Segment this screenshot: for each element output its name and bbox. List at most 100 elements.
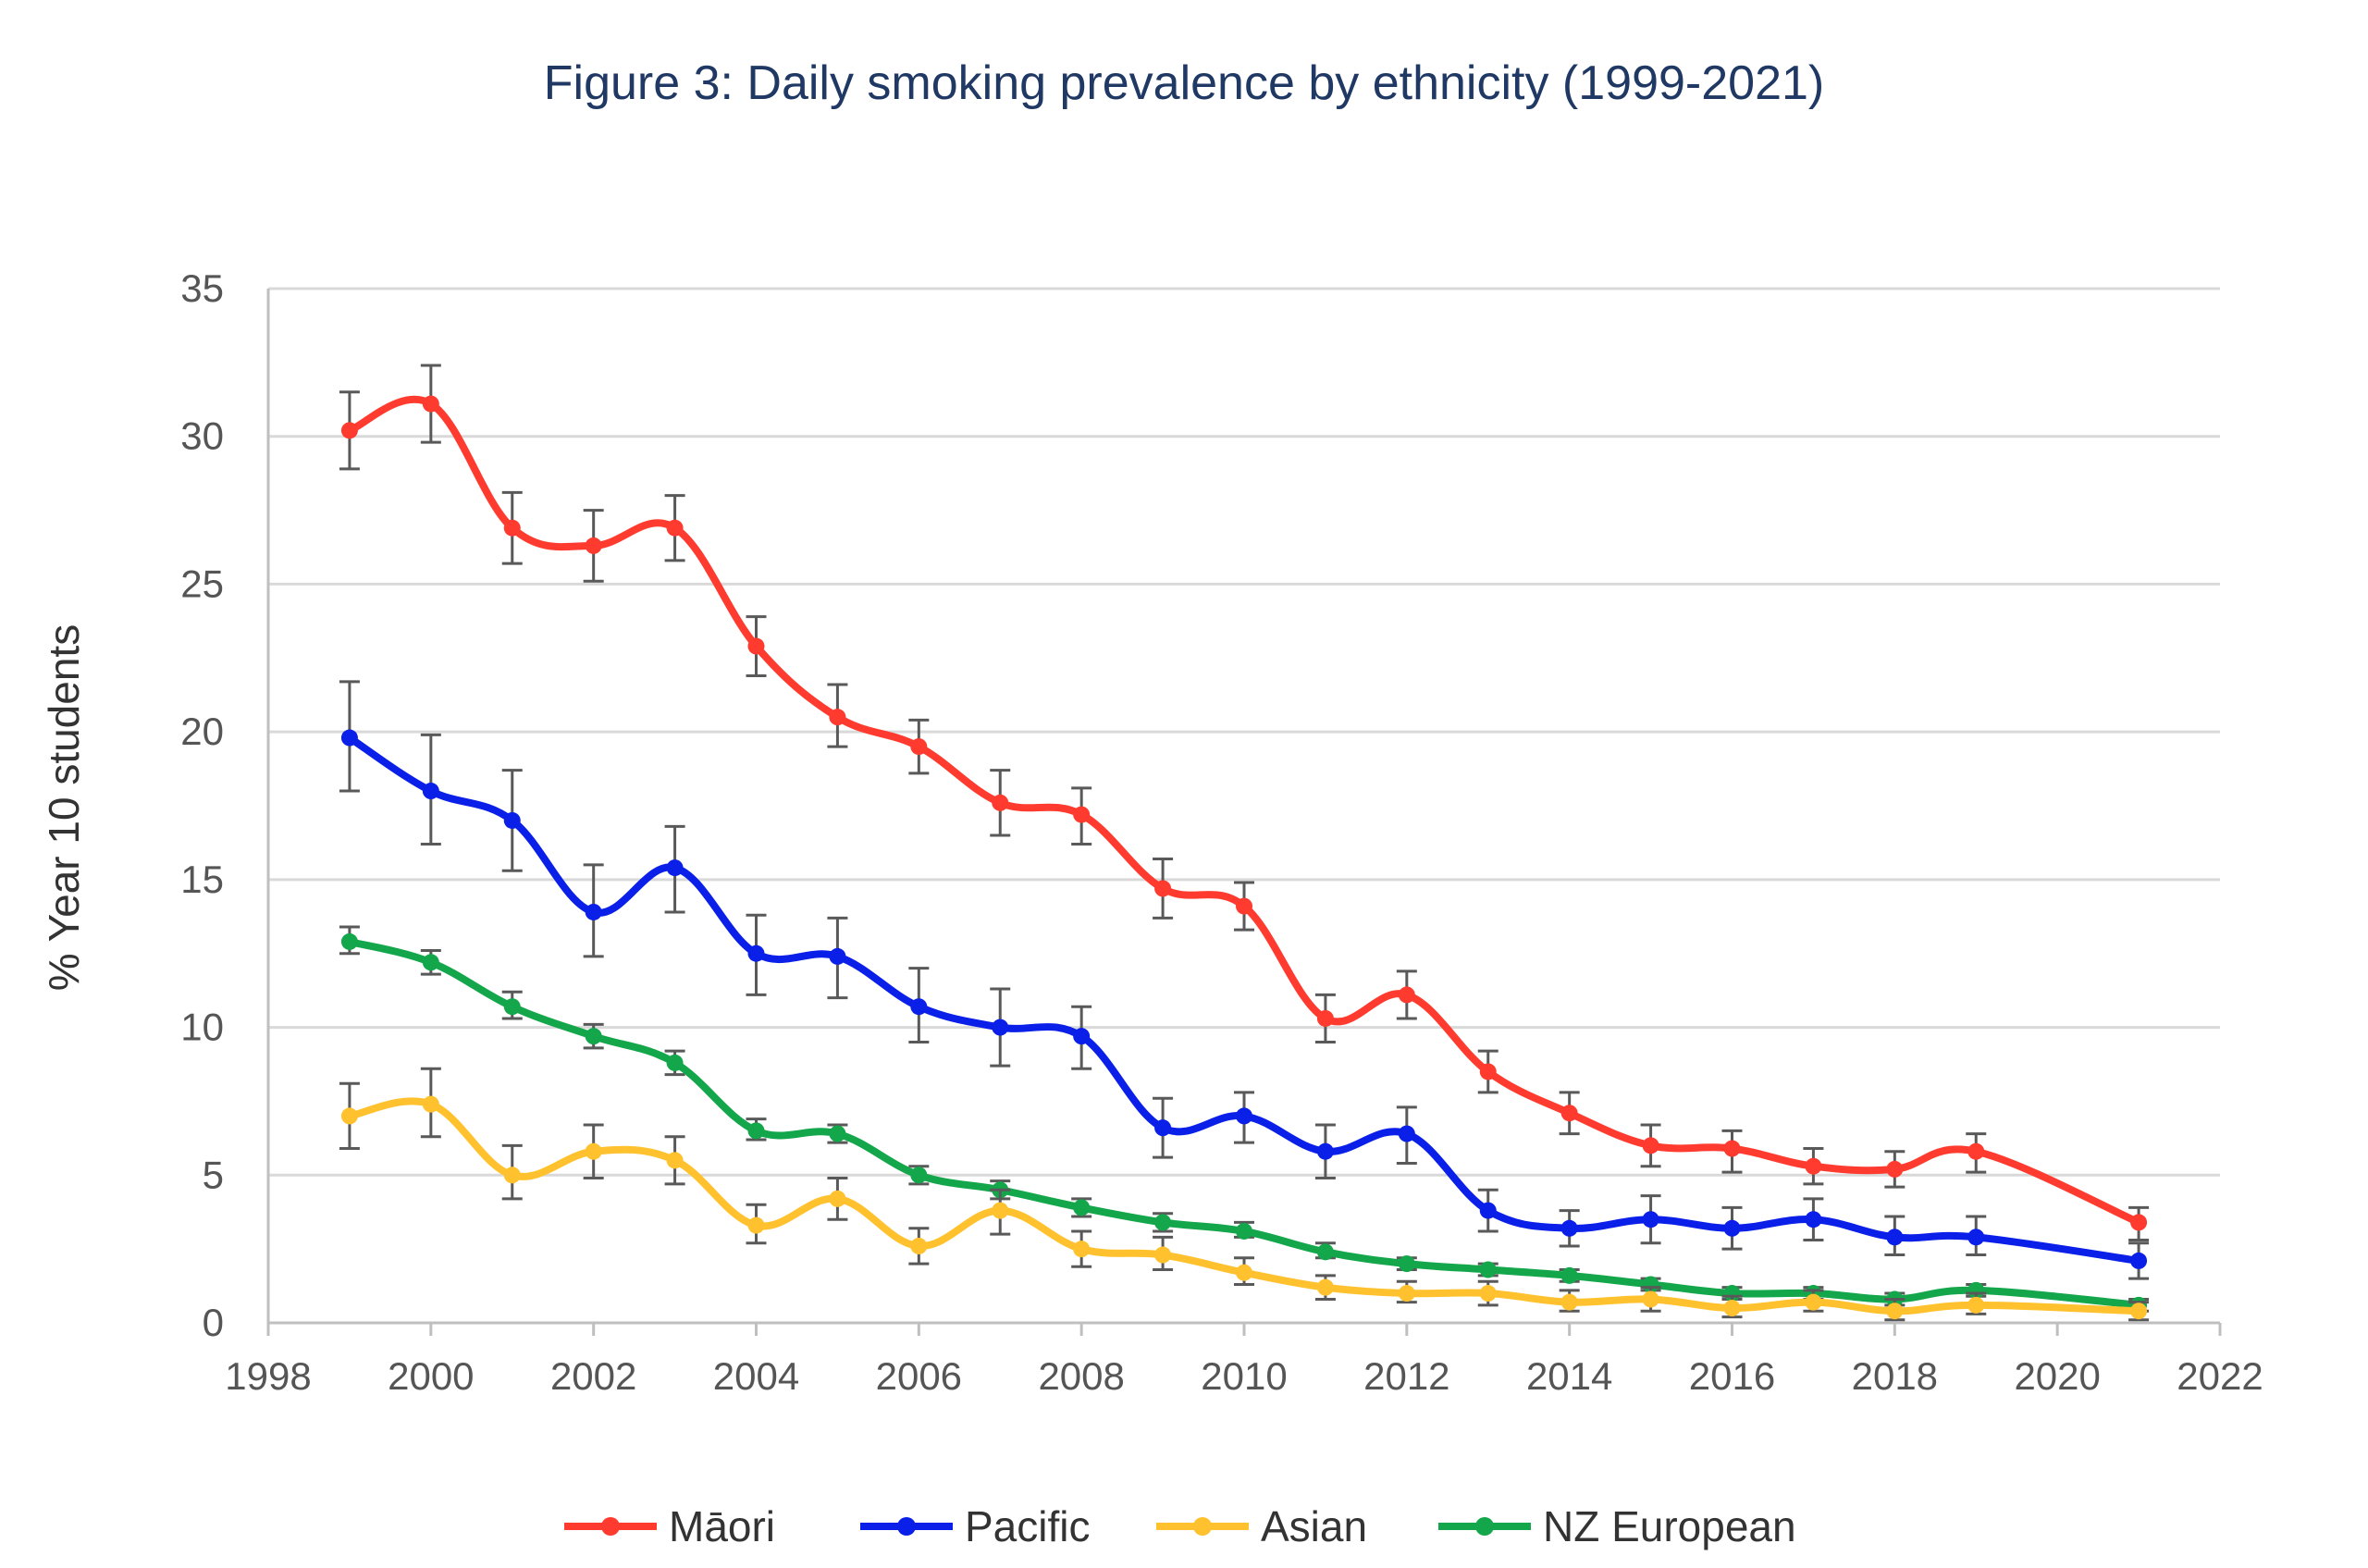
data-point-asian: [1805, 1293, 1822, 1311]
x-tick-label: 2020: [2014, 1354, 2100, 1398]
data-point-asian: [910, 1237, 928, 1254]
x-tick-label: 2016: [1689, 1354, 1775, 1398]
data-point-nz-european: [585, 1028, 602, 1045]
x-tick-label: 2022: [2177, 1354, 2263, 1398]
data-point-pacific: [340, 729, 358, 747]
data-point-m-ori: [1236, 897, 1252, 915]
legend-item-m-ori: Māori: [564, 1502, 775, 1550]
data-point-m-ori: [1316, 1009, 1334, 1027]
data-point-asian: [1967, 1296, 1985, 1314]
axes: 0 5 10 15 20 25 30 35 1998 2000 2002 2004 2006 2008 20…: [180, 266, 2263, 1398]
data-point-m-ori: [503, 519, 521, 537]
data-point-asian: [829, 1190, 846, 1207]
legend-label: Pacific: [965, 1502, 1090, 1550]
data-point-pacific: [503, 811, 521, 829]
legend: Māori Pacific Asian NZ European: [564, 1502, 1796, 1550]
legend-marker: [1193, 1517, 1212, 1536]
data-point-m-ori: [1967, 1142, 1985, 1160]
x-tick-label: 2012: [1363, 1354, 1449, 1398]
legend-label: Māori: [669, 1502, 775, 1550]
series-group: [339, 364, 2150, 1322]
y-tick-label: 30: [180, 414, 224, 458]
data-point-asian: [1479, 1285, 1497, 1303]
data-point-pacific: [1886, 1228, 1904, 1246]
data-point-asian: [666, 1152, 684, 1169]
x-tick-label: 2018: [1852, 1354, 1938, 1398]
data-point-pacific: [910, 998, 928, 1016]
data-point-m-ori: [1479, 1063, 1497, 1080]
data-point-asian: [1560, 1293, 1578, 1311]
series-m-ori: [339, 364, 2150, 1242]
data-point-asian: [1154, 1246, 1172, 1264]
legend-item-pacific: Pacific: [860, 1502, 1090, 1550]
data-point-m-ori: [666, 519, 684, 537]
series-line-nz-european: [348, 938, 2140, 1309]
data-point-m-ori: [585, 537, 602, 554]
data-point-nz-european: [1560, 1266, 1578, 1284]
chart-title: Figure 3: Daily smoking prevalence by et…: [543, 56, 1825, 110]
data-point-pacific: [992, 1019, 1009, 1036]
x-tick-label: 2014: [1526, 1354, 1612, 1398]
data-point-m-ori: [747, 637, 765, 655]
data-point-m-ori: [910, 738, 928, 756]
data-point-nz-european: [829, 1125, 846, 1142]
data-point-pacific: [1723, 1219, 1741, 1237]
data-point-m-ori: [1886, 1160, 1904, 1178]
data-point-asian: [1886, 1303, 1904, 1320]
legend-item-asian: Asian: [1156, 1502, 1367, 1550]
data-point-pacific: [1154, 1119, 1172, 1137]
data-point-nz-european: [1316, 1243, 1334, 1261]
data-point-nz-european: [747, 1122, 765, 1140]
data-point-nz-european: [422, 954, 439, 971]
data-point-nz-european: [1398, 1255, 1415, 1273]
data-point-asian: [1723, 1300, 1741, 1317]
data-point-pacific: [1236, 1107, 1252, 1125]
legend-item-nz-european: NZ European: [1438, 1502, 1796, 1550]
data-point-nz-european: [1479, 1261, 1497, 1278]
y-tick-label: 15: [180, 858, 224, 901]
x-tick-label: 2000: [388, 1354, 474, 1398]
data-point-asian: [1316, 1278, 1334, 1296]
data-point-nz-european: [1154, 1214, 1172, 1231]
data-point-m-ori: [422, 395, 439, 413]
y-tick-label: 35: [180, 266, 224, 310]
data-point-m-ori: [992, 794, 1009, 811]
data-point-asian: [503, 1167, 521, 1184]
data-point-pacific: [1805, 1211, 1822, 1228]
data-point-asian: [992, 1202, 1009, 1219]
x-tick-label: 2006: [876, 1354, 962, 1398]
data-point-m-ori: [829, 709, 846, 726]
series-asian: [339, 1067, 2150, 1322]
y-tick-label: 25: [180, 562, 224, 605]
series-line-asian: [349, 1097, 2140, 1315]
data-point-pacific: [1398, 1125, 1415, 1142]
legend-marker: [601, 1517, 620, 1536]
data-point-pacific: [2130, 1252, 2148, 1269]
x-tick-label: 2004: [713, 1354, 799, 1398]
data-point-m-ori: [1560, 1105, 1578, 1122]
data-point-pacific: [1316, 1142, 1334, 1160]
data-point-pacific: [666, 859, 684, 877]
series-line-pacific: [347, 735, 2140, 1265]
data-point-m-ori: [1073, 806, 1091, 823]
legend-marker: [1475, 1517, 1494, 1536]
data-point-pacific: [1642, 1211, 1659, 1228]
data-point-nz-european: [1073, 1199, 1091, 1216]
data-point-pacific: [1560, 1219, 1578, 1237]
data-point-pacific: [829, 947, 846, 965]
data-point-pacific: [1073, 1028, 1091, 1045]
data-point-nz-european: [340, 932, 358, 950]
data-point-asian: [1398, 1285, 1415, 1303]
legend-marker: [897, 1517, 916, 1536]
data-point-asian: [747, 1216, 765, 1234]
data-point-m-ori: [1723, 1140, 1741, 1157]
data-point-asian: [1642, 1290, 1659, 1308]
data-point-pacific: [1479, 1202, 1497, 1219]
data-point-pacific: [747, 945, 765, 962]
x-tick-label: 1998: [225, 1354, 311, 1398]
data-point-m-ori: [1398, 986, 1415, 1004]
data-point-asian: [422, 1095, 439, 1113]
data-point-pacific: [422, 783, 439, 800]
legend-label: NZ European: [1543, 1502, 1796, 1550]
data-point-pacific: [1967, 1228, 1985, 1246]
